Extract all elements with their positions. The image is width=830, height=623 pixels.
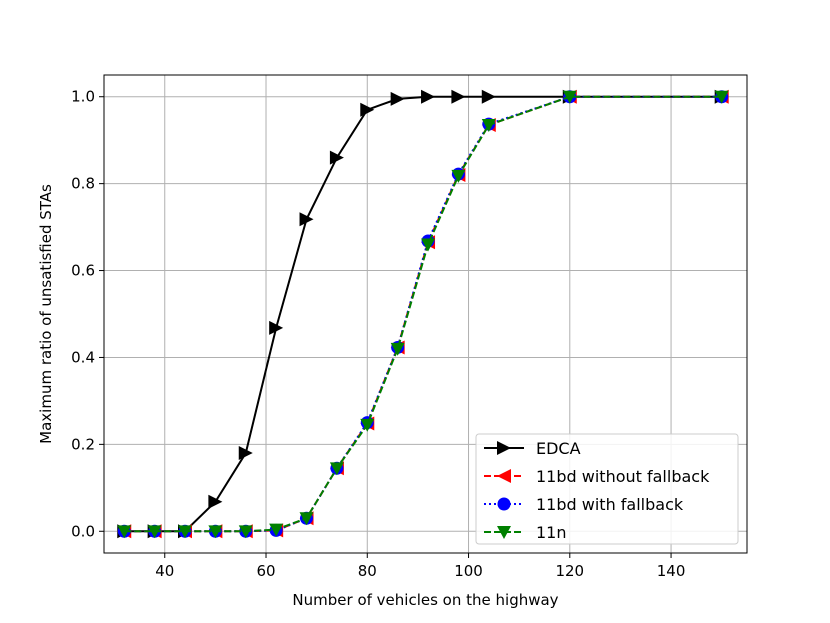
legend-label: 11bd without fallback: [536, 467, 710, 486]
data-point: [299, 212, 314, 227]
legend-swatch-marker: [497, 526, 511, 539]
y-tick-label: 1.0: [71, 88, 95, 106]
legend-box: [475, 433, 739, 545]
data-point: [451, 89, 466, 104]
series-4: [117, 90, 729, 539]
legend: EDCA 11bd without fallback 11bd with fallb…: [475, 433, 739, 545]
legend-entry: 11n: [484, 523, 567, 542]
data-point: [421, 89, 436, 104]
data-point: [208, 525, 223, 539]
data-point: [238, 525, 253, 539]
y-tick-label: 0.8: [71, 175, 95, 193]
x-tick-label: 60: [256, 562, 275, 580]
plot-frame: [103, 74, 748, 554]
data-point: [481, 89, 496, 104]
legend-entry: EDCA: [484, 439, 581, 458]
y-tick-label: 0.2: [71, 435, 95, 453]
data-point: [269, 320, 284, 335]
data-point: [451, 169, 466, 183]
series-layer: [117, 89, 729, 539]
legend-label: EDCA: [536, 439, 581, 458]
x-tick-label: 120: [555, 562, 584, 580]
legend-swatch-marker: [497, 441, 511, 455]
legend-label: 11bd with fallback: [536, 495, 684, 514]
legend-swatch-marker: [497, 497, 511, 511]
legend-label: 11n: [536, 523, 567, 542]
grid: [104, 75, 747, 553]
y-axis-title: Maximum ratio of unsatisfied STAs: [37, 184, 55, 444]
data-point: [360, 418, 375, 432]
data-point: [299, 512, 314, 526]
y-tick-label: 0.4: [71, 348, 95, 366]
data-point: [238, 446, 253, 461]
x-tick-label: 140: [657, 562, 686, 580]
y-tick-label: 0.0: [71, 522, 95, 540]
data-point: [329, 150, 344, 165]
data-point: [360, 102, 375, 117]
data-point: [481, 119, 496, 132]
data-point: [269, 523, 284, 537]
data-point: [562, 90, 577, 104]
x-axis-title: Number of vehicles on the highway: [292, 591, 558, 609]
x-tick-label: 40: [155, 562, 174, 580]
x-tick-label: 100: [454, 562, 483, 580]
data-point: [208, 494, 223, 509]
data-point: [329, 462, 344, 476]
legend-entry: 11bd with fallback: [484, 495, 684, 514]
data-point: [117, 525, 132, 539]
x-tick-label: 80: [358, 562, 377, 580]
data-point: [147, 525, 162, 539]
y-tick-label: 0.6: [71, 262, 95, 280]
data-point: [714, 90, 729, 104]
data-point: [390, 342, 405, 356]
data-point: [178, 525, 193, 539]
axis-ticks: 40 60 80 100 120 140 0.0 0.2 0.4 0.6 0.8 1.0: [71, 88, 685, 580]
data-point: [421, 238, 436, 252]
legend-entry: 11bd without fallback: [484, 467, 710, 486]
data-point: [390, 91, 405, 106]
legend-swatch-marker: [497, 469, 511, 483]
